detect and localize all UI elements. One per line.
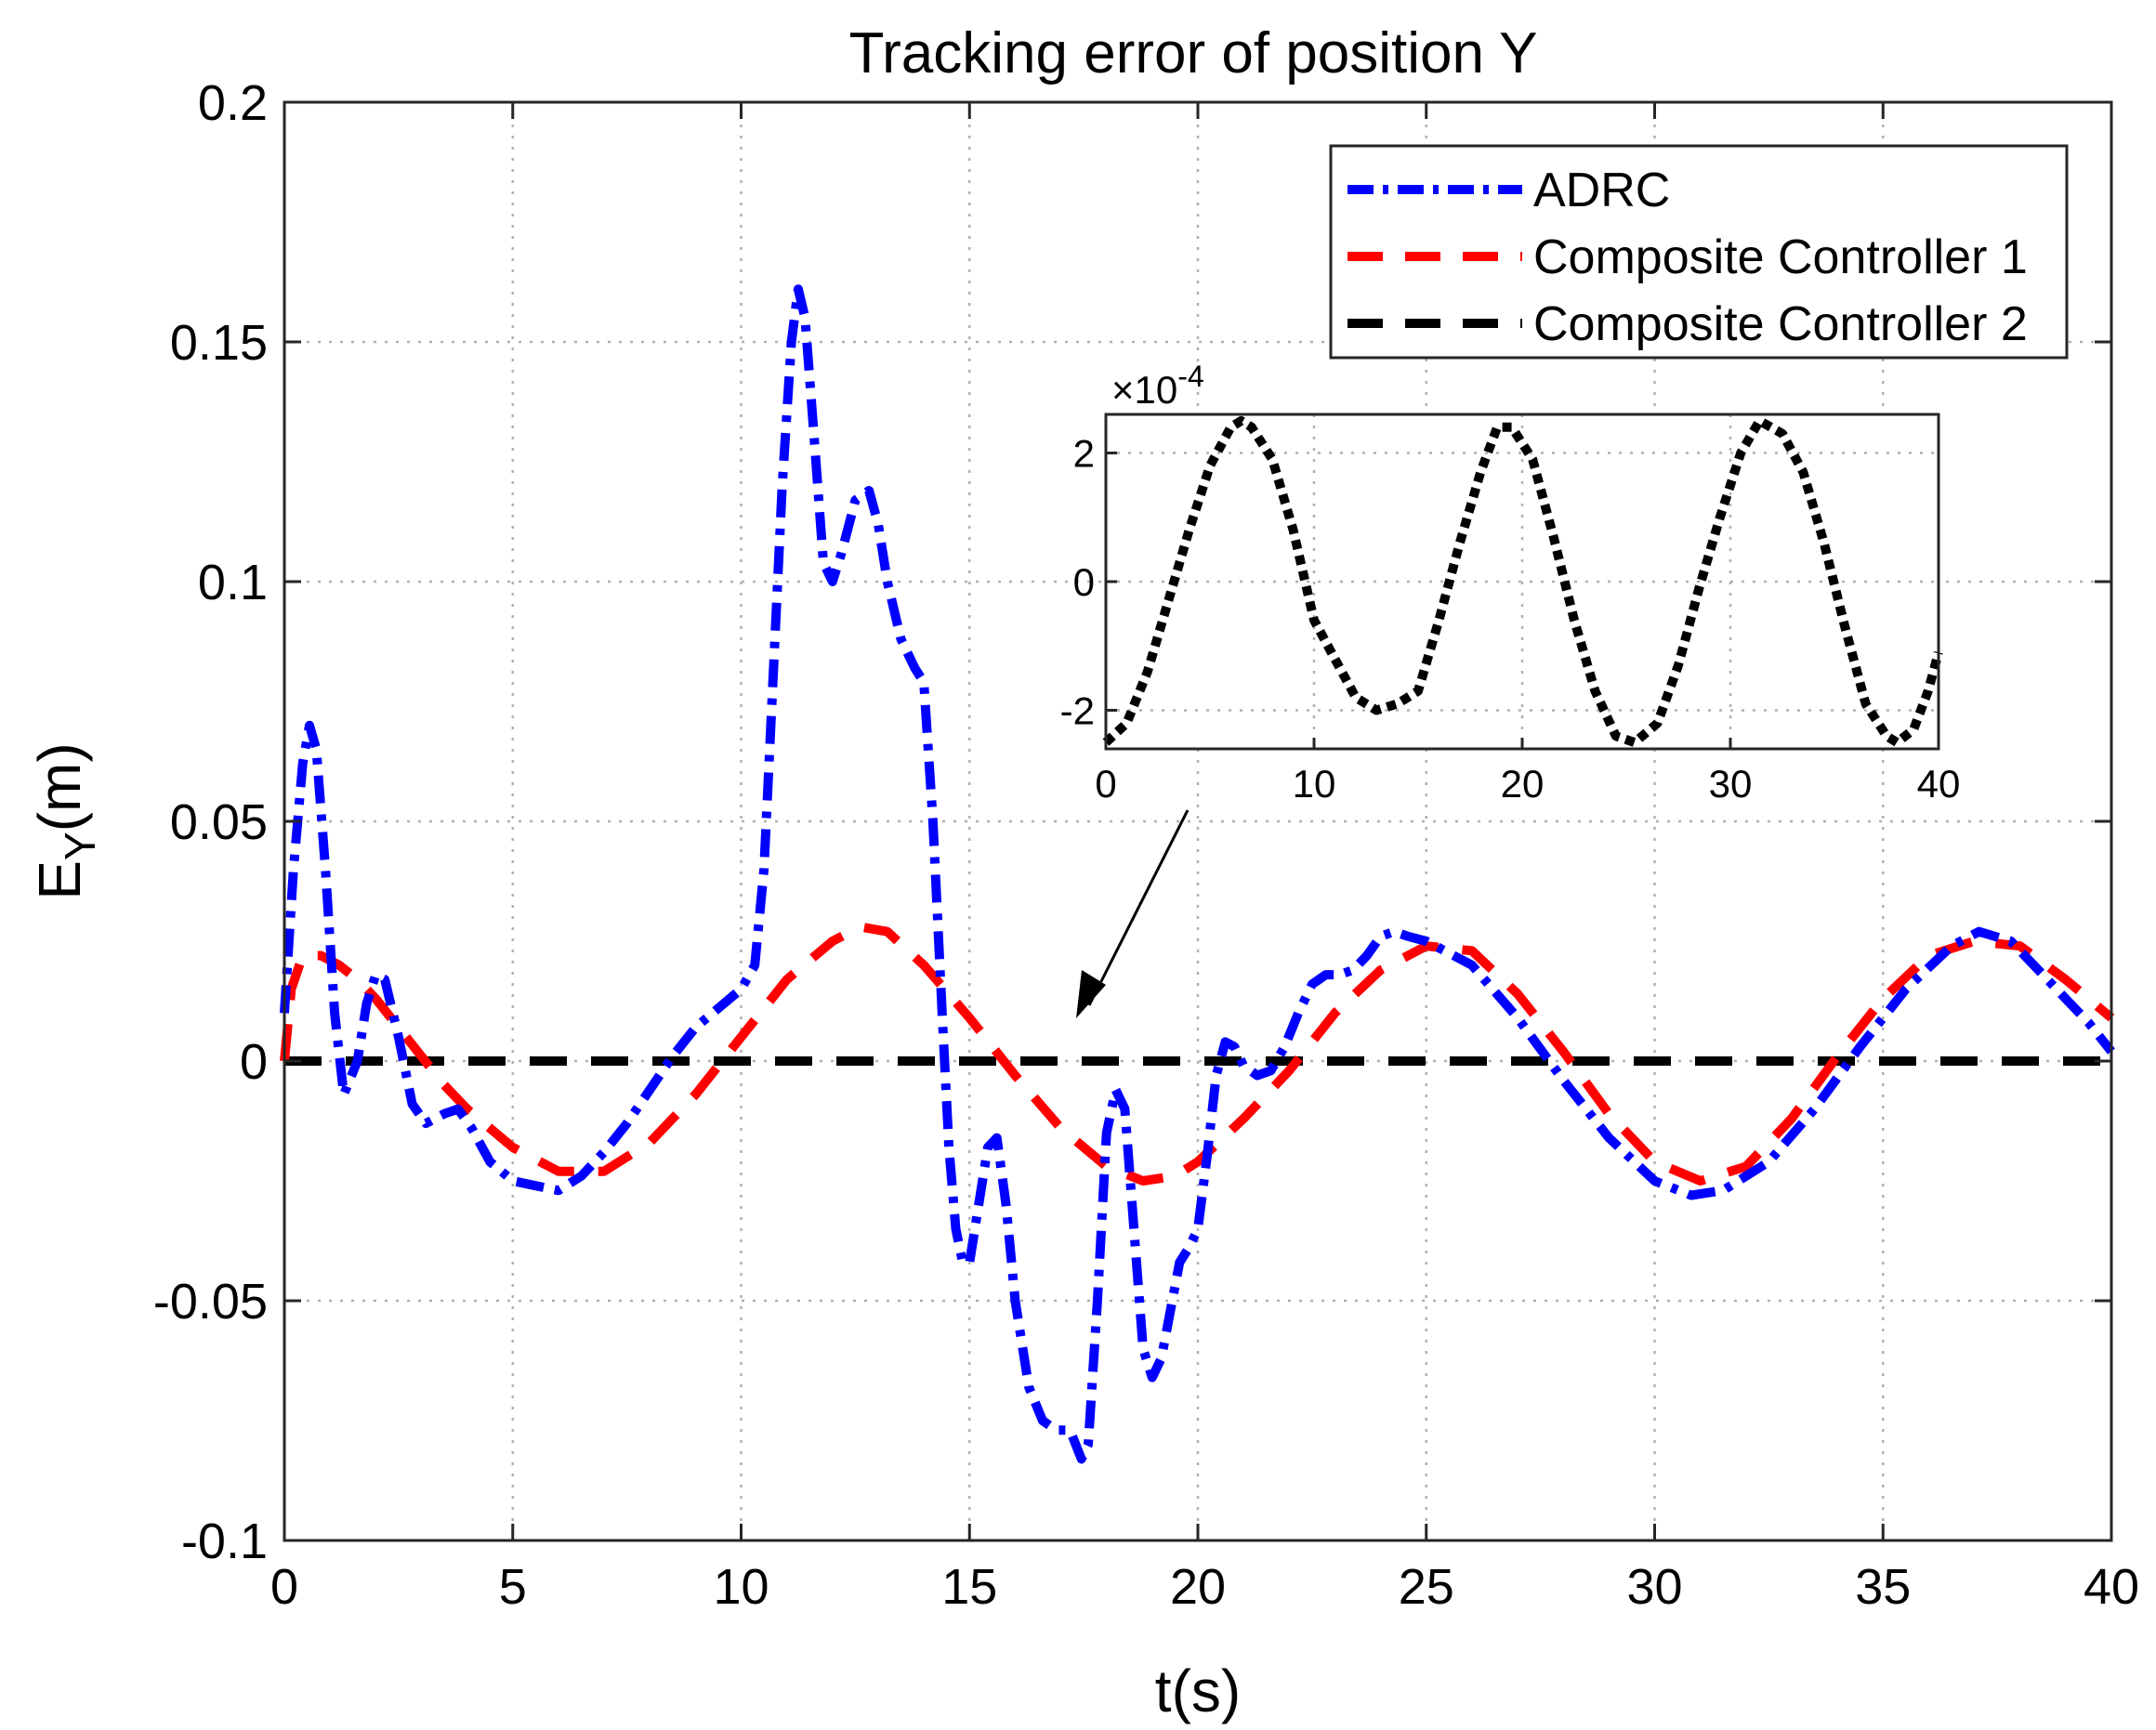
arrow-shaft bbox=[1087, 809, 1190, 1006]
inset-x-tick-label: 10 bbox=[1293, 762, 1336, 806]
x-tick-label: 0 bbox=[270, 1559, 298, 1615]
inset-multiplier: ×10-4 bbox=[1111, 360, 1204, 412]
y-tick-label: -0.1 bbox=[181, 1514, 268, 1569]
x-tick-label: 35 bbox=[1855, 1559, 1911, 1615]
inset-x-tick-label: 0 bbox=[1095, 762, 1116, 806]
inset-x-tick-labels: 0 10 20 30 40 bbox=[1095, 762, 1960, 806]
y-axis-label-main: E bbox=[26, 860, 93, 900]
x-tick-label: 10 bbox=[713, 1559, 769, 1615]
inset-pointer-arrow bbox=[1076, 809, 1190, 1018]
legend: ADRC Composite Controller 1 Composite Co… bbox=[1329, 144, 2069, 360]
arrow-head bbox=[1076, 970, 1106, 1018]
y-axis-label: EY(m) bbox=[26, 742, 104, 899]
x-tick-label: 30 bbox=[1626, 1559, 1682, 1615]
legend-label-adrc: ADRC bbox=[1533, 164, 1670, 217]
y-tick-label: 0.2 bbox=[198, 75, 268, 131]
inset-x-tick-label: 30 bbox=[1709, 762, 1753, 806]
legend-item-composite-2: Composite Controller 2 bbox=[1348, 297, 2028, 351]
y-tick-labels: -0.1 -0.05 0 0.05 0.1 0.15 0.2 bbox=[153, 75, 268, 1569]
series-line-composite-controller-1 bbox=[280, 922, 2115, 1186]
x-tick-label: 5 bbox=[499, 1559, 527, 1615]
inset-axes: 0 10 20 30 40 -202 ×10-4 bbox=[1060, 360, 1961, 806]
legend-label-composite-2: Composite Controller 2 bbox=[1533, 297, 2028, 351]
inset-y-tick-labels: -2 0 2 bbox=[1060, 432, 1095, 733]
inset-y-tick-label: 2 bbox=[1073, 432, 1095, 476]
x-tick-labels: 0 5 10 15 20 25 30 35 40 bbox=[270, 1559, 2139, 1615]
y-tick-label: 0.1 bbox=[198, 555, 268, 610]
y-axis-label-unit: (m) bbox=[26, 742, 93, 832]
legend-item-composite-1: Composite Controller 1 bbox=[1348, 230, 2028, 284]
y-tick-label: 0.05 bbox=[170, 794, 268, 850]
y-axis-label-text: EY(m) bbox=[26, 742, 104, 899]
inset-y-tick-label: -2 bbox=[1060, 688, 1095, 732]
x-axis-label: t(s) bbox=[1155, 1658, 1241, 1724]
legend-item-adrc: ADRC bbox=[1348, 164, 1670, 217]
inset-multiplier-base: ×10 bbox=[1111, 368, 1177, 412]
inset-x-tick-label: 40 bbox=[1917, 762, 1961, 806]
inset-x-tick-label: 20 bbox=[1501, 762, 1545, 806]
legend-label-composite-1: Composite Controller 1 bbox=[1533, 230, 2028, 284]
y-tick-label: 0 bbox=[240, 1034, 268, 1090]
x-tick-label: 15 bbox=[941, 1559, 997, 1615]
x-tick-label: 25 bbox=[1399, 1559, 1454, 1615]
inset-ticks bbox=[1104, 452, 1940, 749]
inset-y-tick-label: 0 bbox=[1073, 560, 1095, 604]
inset-multiplier-exponent: -4 bbox=[1177, 360, 1203, 393]
inset-series-line-composite-controller-2 bbox=[1102, 415, 1943, 748]
x-tick-label: 40 bbox=[2084, 1559, 2139, 1615]
y-tick-label: -0.05 bbox=[153, 1274, 268, 1330]
chart-title: Tracking error of position Y bbox=[849, 21, 1538, 85]
x-tick-label: 20 bbox=[1170, 1559, 1226, 1615]
series-line-adrc bbox=[280, 284, 2115, 1464]
main-ticks bbox=[283, 100, 2113, 1542]
y-tick-label: 0.15 bbox=[170, 315, 268, 371]
main-series-group bbox=[280, 284, 2115, 1464]
legend-box bbox=[1329, 144, 2069, 360]
y-axis-label-subscript: Y bbox=[56, 832, 104, 860]
inset-grid bbox=[1106, 414, 1939, 749]
inset-series-group bbox=[1102, 415, 1943, 748]
